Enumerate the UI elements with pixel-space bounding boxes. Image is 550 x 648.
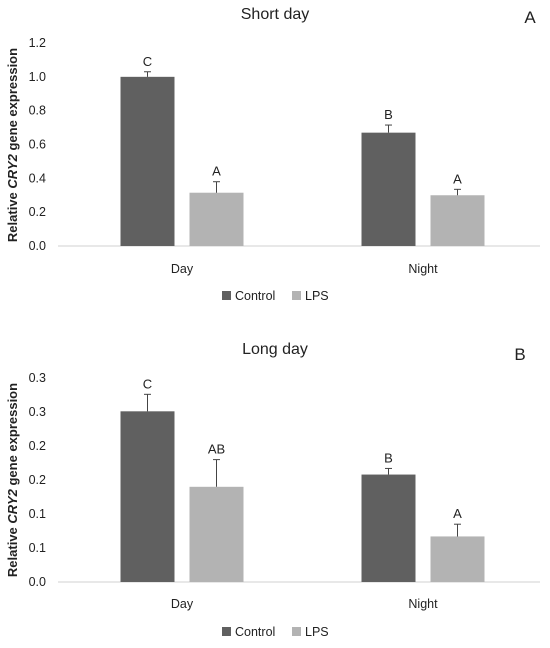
bar-lps-day: [189, 486, 244, 582]
y-tick-label: 0.3: [29, 371, 46, 385]
legend-label-lps: LPS: [305, 625, 329, 639]
panel-label: A: [524, 8, 536, 27]
chart-title: Long day: [242, 341, 308, 358]
significance-letter: A: [453, 506, 462, 521]
y-tick-label: 0.0: [29, 239, 46, 253]
x-category-label: Day: [171, 262, 194, 276]
y-axis-label-part: Relative: [5, 189, 20, 242]
x-category-label: Night: [408, 262, 438, 276]
legend-label-control: Control: [235, 625, 275, 639]
y-tick-label: 0.8: [29, 104, 46, 118]
bar-control-night: [361, 474, 416, 582]
legend-swatch-control: [222, 627, 231, 636]
bar-lps-night: [430, 195, 485, 246]
bar-lps-night: [430, 536, 485, 582]
chart-panel-0: Short day A 0.0 0.2 0.4 0.6 0.8 1.0 1.2 Relative …: [5, 6, 540, 303]
bar-control-night: [361, 132, 416, 246]
y-tick-label: 0.2: [29, 439, 46, 453]
y-tick-label: 1.0: [29, 70, 46, 84]
y-tick-label: 1.2: [29, 36, 46, 50]
y-tick-label: 0.1: [29, 541, 46, 555]
significance-letter: B: [384, 107, 393, 122]
bar-control-day: [120, 411, 175, 582]
y-axis-label-part: CRY2: [5, 488, 20, 523]
legend-label-control: Control: [235, 289, 275, 303]
legend-swatch-lps: [292, 291, 301, 300]
significance-letter: A: [212, 164, 221, 179]
bar-control-day: [120, 76, 175, 246]
y-axis-label-part: Relative: [5, 524, 20, 577]
legend-label-lps: LPS: [305, 289, 329, 303]
y-tick-label: 0.1: [29, 507, 46, 521]
x-category-label: Day: [171, 597, 194, 611]
y-tick-label: 0.3: [29, 405, 46, 419]
y-axis-label: Relative CRY2 gene expression: [5, 48, 20, 242]
x-category-label: Night: [408, 597, 438, 611]
y-axis-label-part: gene expression: [5, 383, 20, 489]
panel-label: B: [514, 345, 525, 364]
significance-letter: AB: [208, 442, 225, 457]
y-tick-label: 0.0: [29, 575, 46, 589]
legend-swatch-control: [222, 291, 231, 300]
y-tick-label: 0.2: [29, 205, 46, 219]
y-tick-label: 0.6: [29, 138, 46, 152]
y-axis-label-part: gene expression: [5, 48, 20, 154]
significance-letter: A: [453, 171, 462, 186]
chart-panel-1: Long day B 0.0 0.1 0.1 0.2 0.2 0.3 0.3 Relative C…: [5, 341, 540, 639]
chart-title: Short day: [241, 6, 309, 23]
significance-letter: B: [384, 450, 393, 465]
significance-letter: C: [143, 376, 152, 391]
legend-swatch-lps: [292, 627, 301, 636]
y-tick-label: 0.4: [29, 171, 46, 185]
y-axis-label-part: CRY2: [5, 153, 20, 188]
bar-lps-day: [189, 192, 244, 246]
significance-letter: C: [143, 54, 152, 69]
y-axis-label: Relative CRY2 gene expression: [5, 383, 20, 577]
y-tick-label: 0.2: [29, 473, 46, 487]
